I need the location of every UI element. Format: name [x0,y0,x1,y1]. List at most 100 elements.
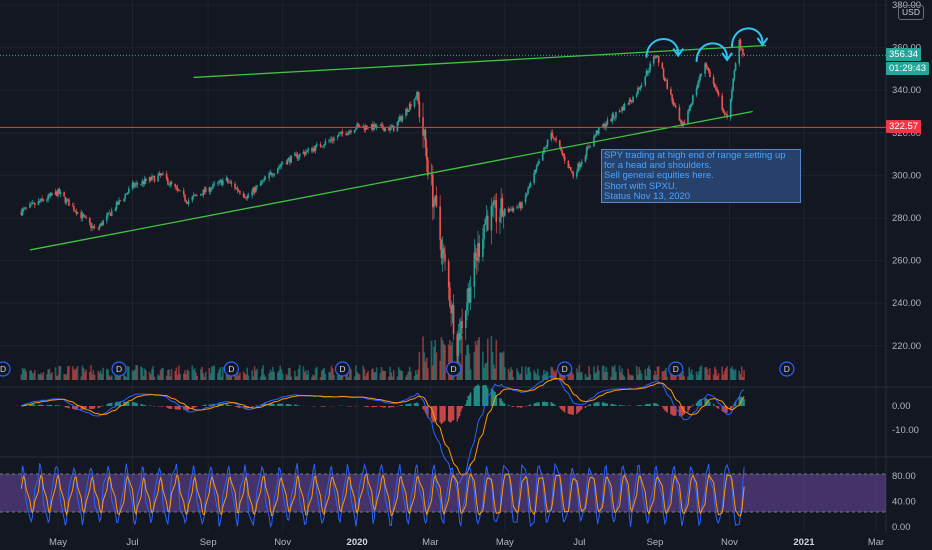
macd-histogram-bar [493,390,495,406]
candle-body [151,176,153,181]
candle-body [501,198,504,217]
macd-histogram-bar [48,404,51,406]
volume-bar [528,366,531,380]
macd-histogram-bar [692,404,694,406]
macd-histogram-bar [396,406,399,407]
currency-badge[interactable]: USD [898,5,924,20]
volume-bar [585,376,588,380]
candle-body [598,127,600,134]
macd-histogram-bar [604,403,606,406]
volume-bar [285,374,288,380]
macd-histogram-bar [430,406,433,419]
volume-bar [460,364,462,380]
volume-bar [712,374,715,380]
macd-histogram-bar [97,406,99,409]
volume-bar [353,376,356,380]
candle-body [537,164,539,167]
volume-bar [114,371,117,380]
macd-histogram-bar [648,404,650,406]
candle-body [80,211,82,219]
candle-body [578,163,581,168]
annotation-note[interactable]: SPY trading at high end of range setting… [601,149,801,203]
candle-body [657,55,660,64]
macd-histogram-bar [708,400,710,406]
volume-bar [269,369,272,380]
candle-body [314,145,317,151]
volume-bar [235,375,238,380]
macd-tick-label: 0.00 [892,401,911,412]
candle-body [333,137,335,141]
candle-body [358,125,361,128]
candle-body [162,173,164,175]
candle-body [126,192,129,195]
candle-body [21,209,24,216]
volume-bar [192,369,195,380]
candle-body [683,122,686,124]
macd-histogram-bar [399,405,401,406]
macd-histogram-bar [466,400,468,406]
volume-bar [204,371,207,380]
macd-histogram-bar [578,406,581,412]
time-axis[interactable]: May Jul Sep Nov 2020 Mar May Jul Sep Nov 2021 Mar [49,537,884,548]
candle-body [311,148,313,152]
volume-bar [595,372,598,380]
volume-bar [380,367,383,380]
volume-bar [319,376,322,380]
candle-body [400,116,402,121]
macd-histogram-bar [270,403,273,406]
price-axis[interactable]: 380.00360.00340.00320.00300.00280.00260.… [892,0,921,533]
macd-histogram-bar [444,406,446,421]
volume-bar [579,372,582,380]
candle-body [482,238,484,257]
candle-body [627,103,629,105]
candle-body [707,68,710,72]
macd-histogram-bar [290,404,292,406]
macd-histogram-bar [435,406,438,421]
candle-body [319,144,322,147]
candle-body [217,182,219,184]
candle-body [422,117,424,136]
candle-body [490,205,493,231]
candle-body [237,190,240,191]
volume-bar [527,367,529,380]
volume-bar [538,375,540,380]
candle-body [457,333,460,356]
candle-body [239,190,241,194]
macd-histogram-bar [593,403,595,406]
volume-bar [211,366,213,380]
candle-body [410,104,412,107]
volume-bar [160,368,163,380]
macd-histogram-bar [296,405,298,406]
candle-body [263,177,266,181]
volume-bar [24,368,26,380]
candle-body [639,86,642,90]
dividend-marker-label: D [562,364,568,374]
macd-histogram-bar [272,403,274,406]
volume-bar [348,367,351,380]
volume-bar [273,371,275,380]
candle-body [110,210,113,216]
macd-histogram-bar [85,406,87,409]
macd-histogram-bar [277,403,279,406]
macd-histogram-bar [80,406,82,410]
candle-body [678,107,681,121]
macd-histogram-bar [162,406,164,407]
volume-bar [187,370,190,380]
macd-histogram-bar [245,406,247,409]
macd-histogram-bar [465,404,467,406]
volume-bar [707,374,710,380]
volume-bar [725,368,727,380]
macd-histogram-bar [278,403,280,406]
volume-bar [692,374,694,380]
pattern-arrowhead [721,52,733,62]
volume-bar [34,370,36,380]
candle-body [285,163,288,165]
macd-histogram-bar [322,406,324,407]
candle-body [477,243,479,261]
candle-body [605,124,607,128]
volume-bar [696,374,699,380]
candle-body [219,180,222,181]
volume-bar [546,371,549,380]
